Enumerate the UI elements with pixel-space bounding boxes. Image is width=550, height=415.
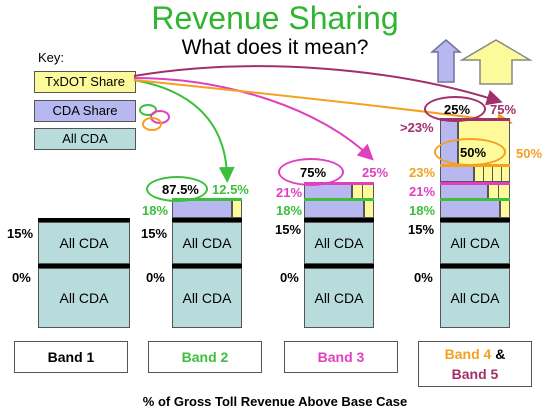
- band4-label: Band 4: [444, 346, 492, 362]
- band2-txdot-share-label: 12.5%: [212, 182, 249, 197]
- slide-subtitle: What does it mean?: [181, 36, 369, 59]
- arrow-to-band3: [133, 77, 374, 161]
- band4-ampersand: &: [495, 346, 506, 362]
- band2-cda-oval: [146, 176, 208, 202]
- arrow-to-band2: [133, 79, 235, 183]
- band1-lower-all-cda: All CDA: [38, 268, 130, 328]
- band3-lower-txdot-share-segment: [364, 200, 374, 218]
- band2-15pct-label: 15%: [141, 226, 168, 241]
- band45-23-divider-3: [501, 166, 502, 182]
- band45-cda-25pct-label: 25%: [444, 102, 471, 117]
- band45-15pct-line: [440, 218, 510, 222]
- band45-23pct-label: 23%: [409, 165, 436, 180]
- footer-caption: % of Gross Toll Revenue Above Base Case: [142, 394, 408, 409]
- band45-18pct-line: [440, 198, 510, 201]
- band45-cda-50pct-label: 50%: [460, 145, 487, 160]
- band3-txdot-share-label: 25%: [362, 165, 389, 180]
- band45-21pct-label: 21%: [409, 184, 436, 199]
- band45-50pct-oval: [434, 138, 506, 166]
- band45-upper-all-cda: All CDA: [440, 222, 510, 264]
- band3-cda-oval: [278, 158, 344, 186]
- band3-15pct-line: [304, 218, 374, 222]
- band3-21pct-label: 21%: [276, 185, 303, 200]
- key-label: Key:: [38, 50, 65, 65]
- band3-18pct-line: [304, 198, 374, 201]
- band2-0pct-line: [172, 264, 242, 268]
- band2-15pct-line: [172, 218, 242, 222]
- oval-cluster-decoration: [139, 104, 170, 131]
- band45-21pct-line: [440, 182, 510, 185]
- key-cda-share: CDA Share: [34, 100, 136, 122]
- band2-cda-share-label: 87.5%: [162, 182, 199, 197]
- band45-lower-all-cda: All CDA: [440, 268, 510, 328]
- up-arrow-icons: [429, 39, 533, 85]
- band1-15pct-line: [38, 218, 130, 222]
- band3-0pct-line: [304, 264, 374, 268]
- band2-lower-all-cda: All CDA: [172, 268, 242, 328]
- up-arrow-purple-icon: [429, 39, 463, 83]
- band1-upper-all-cda: All CDA: [38, 222, 130, 264]
- band2-txdot-share-segment: [232, 200, 242, 218]
- band2-label: Band 2: [148, 341, 262, 373]
- band45-txdot-50pct-label: 50%: [516, 146, 543, 161]
- slide-title: Revenue Sharing: [151, 0, 399, 36]
- band45-18-txdot-share-segment: [500, 200, 510, 218]
- band2-18pct-label: 18%: [142, 203, 169, 218]
- band45-label-box: Band 4 & Band 5: [418, 341, 532, 387]
- band45-top-line: [440, 118, 510, 121]
- band45-18-cda-share-segment: [440, 200, 500, 218]
- arrow-to-band4-5: [133, 65, 503, 106]
- band3-18pct-label: 18%: [276, 203, 303, 218]
- band45-25pct-oval: [424, 96, 486, 122]
- band3-label: Band 3: [284, 341, 398, 373]
- band3-lower-all-cda: All CDA: [304, 268, 374, 328]
- band5-label: Band 5: [451, 366, 499, 382]
- band45-15pct-label: 15%: [408, 222, 435, 237]
- band45-21-divider: [498, 184, 499, 200]
- band45-23-cda-share-segment: [440, 166, 474, 182]
- band1-0pct-label: 0%: [12, 270, 31, 285]
- band1-15pct-label: 15%: [7, 226, 34, 241]
- band1-0pct-line: [38, 264, 130, 268]
- band45-18pct-label: 18%: [409, 203, 436, 218]
- up-arrow-yellow-icon: [459, 39, 533, 85]
- key-txdot-share: TxDOT Share: [34, 71, 136, 93]
- band45-gt23-label: >23%: [400, 120, 434, 135]
- band3-lower-cda-share-segment: [304, 200, 364, 218]
- band3-upper-divider: [362, 184, 363, 200]
- band2-cda-share-segment: [172, 200, 232, 218]
- key-all-cda: All CDA: [34, 128, 136, 150]
- band3-cda-share-label: 75%: [300, 165, 327, 180]
- band2-18pct-line: [172, 198, 242, 201]
- band3-upper-all-cda: All CDA: [304, 222, 374, 264]
- band45-0pct-line: [440, 264, 510, 268]
- band3-0pct-label: 0%: [280, 270, 299, 285]
- band45-0pct-label: 0%: [414, 270, 433, 285]
- band2-upper-all-cda: All CDA: [172, 222, 242, 264]
- band45-23-divider-1: [483, 166, 484, 182]
- band3-21pct-line: [304, 182, 374, 185]
- band1-label: Band 1: [14, 341, 128, 373]
- band45-txdot-75pct-label: 75%: [490, 102, 517, 117]
- band2-0pct-label: 0%: [146, 270, 165, 285]
- band3-15pct-label: 15%: [275, 222, 302, 237]
- band45-23-divider-2: [492, 166, 493, 182]
